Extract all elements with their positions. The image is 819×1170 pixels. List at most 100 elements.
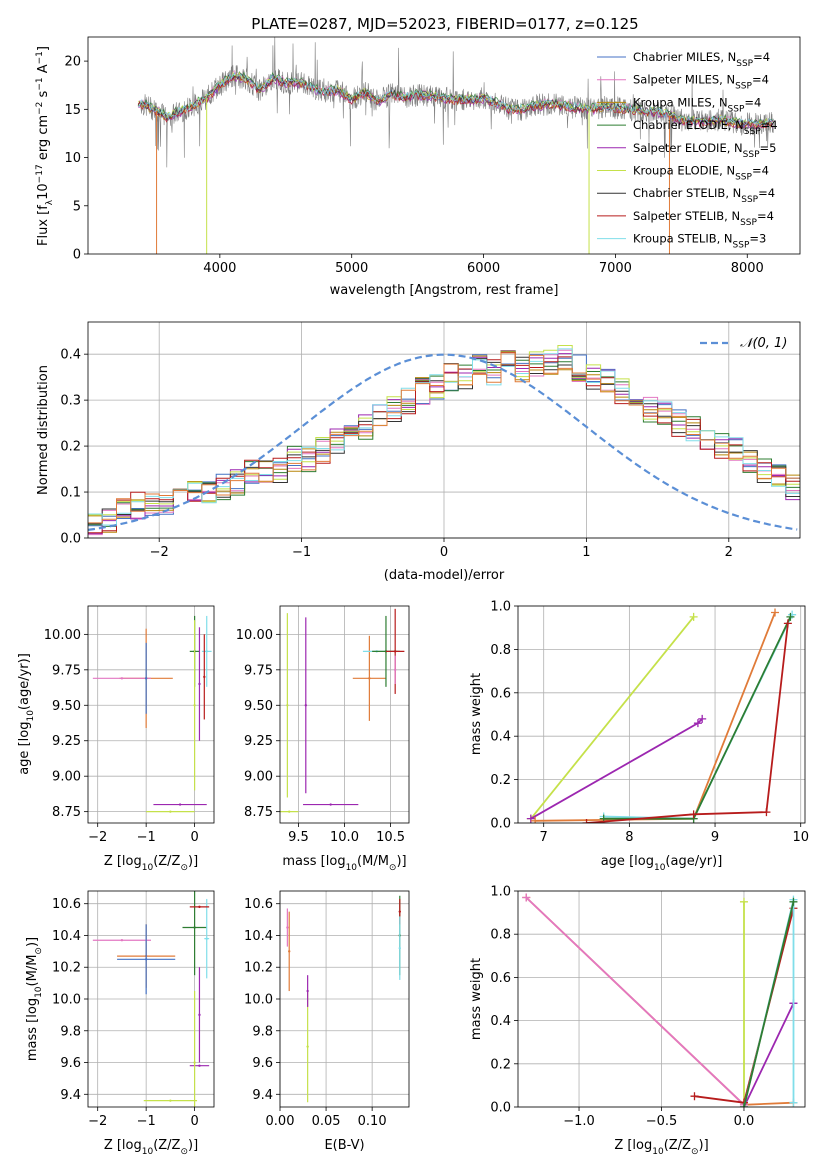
legend-label: Salpeter MILES, NSSP=4 <box>633 73 769 92</box>
x-axis-label-part: )] <box>188 1138 198 1153</box>
x-axis-label-part: mass [log <box>282 854 345 869</box>
y-tick-label: 9.8 <box>60 1024 81 1039</box>
y-axis-label-part: −2 <box>35 102 45 115</box>
y-axis-label-part: 10 <box>36 183 51 200</box>
x-tick-label: 9.5 <box>288 830 309 845</box>
y-tick-label: 0.4 <box>490 1014 511 1029</box>
weight-line-6 <box>743 901 795 1107</box>
gaussian-curve <box>88 353 798 531</box>
x-tick-label: 7 <box>540 830 548 845</box>
legend-label-part: SSP <box>733 241 750 251</box>
axes-frame <box>87 36 801 255</box>
y-tick-label: 9.50 <box>52 699 81 714</box>
y-axis-label-part: 10 <box>34 986 44 998</box>
y-tick-label: 0.6 <box>490 686 511 701</box>
x-axis-label-part: ⊙ <box>389 863 397 873</box>
axes-frame <box>87 605 215 824</box>
axes-frame <box>87 890 215 1108</box>
x-tick-label: 1 <box>582 545 590 560</box>
data-point <box>144 677 148 680</box>
y-tick-label: 10.0 <box>52 993 81 1008</box>
axes-mass_vs_Z: −2 −1 09.49.69.810.010.210.410.6Z [log10(Z… <box>25 890 215 1157</box>
x-axis-label-part: (Z/Z <box>664 1138 691 1153</box>
weight-line-4 <box>603 616 792 820</box>
axes-mass_vs_EBV: 0.00 0.05 0.10 9.4 9.6 9.8 10.0 10.2 10.4 10.6 E(B… <box>244 890 410 1153</box>
x-tick-label: 10 <box>792 830 809 845</box>
y-axis-label-part: −1 <box>35 77 45 90</box>
legend: Chabrier MILES, NSSP=4 Salpeter MILES, NS… <box>597 50 778 251</box>
y-tick-label: 0.8 <box>490 643 511 658</box>
y-tick-label: 10.2 <box>52 961 81 976</box>
legend-label-part: Kroupa STELIB, N <box>633 232 733 246</box>
legend-label-part: SSP <box>741 195 758 205</box>
data-point <box>306 1045 309 1048</box>
legend-label: Chabrier ELODIE, NSSP=4 <box>633 118 778 137</box>
x-axis-label-part: Z [log <box>614 1138 652 1153</box>
data-point <box>286 926 289 929</box>
legend-label: Chabrier STELIB, NSSP=4 <box>633 186 775 205</box>
weight-marker <box>789 1098 798 1107</box>
weight-marker <box>739 897 748 906</box>
y-tick-label: 0.2 <box>490 773 511 788</box>
legend-label-part: SSP <box>743 150 760 160</box>
x-tick-label: −1 <box>137 1114 156 1129</box>
legend-label-part: Salpeter STELIB, N <box>633 209 740 223</box>
y-tick-label: 10.0 <box>244 993 273 1008</box>
plot-area <box>286 895 401 1103</box>
x-tick-label: 0.05 <box>312 1114 341 1129</box>
x-tick-label: −2 <box>88 1114 107 1129</box>
data-point <box>368 677 371 680</box>
y-tick-label: 9.75 <box>52 663 81 678</box>
x-axis-label-part: 10 <box>142 863 154 873</box>
y-tick-label: 0.1 <box>60 486 81 501</box>
y-axis-label-part: (age/yr)] <box>17 653 32 710</box>
x-axis-label: Z [log10(Z/Z⊙)] <box>104 854 198 873</box>
x-axis-label-part: 10 <box>346 863 358 873</box>
data-point <box>120 677 124 680</box>
data-point <box>286 704 289 707</box>
data-spectrum <box>140 37 774 168</box>
legend-label-part: =4 <box>761 118 778 132</box>
y-tick-label: 0.8 <box>490 928 511 943</box>
weight-marker <box>786 612 795 621</box>
x-tick-label: 4000 <box>203 261 236 276</box>
data-point <box>205 650 208 653</box>
x-axis-label-part: ⊙ <box>691 1147 699 1157</box>
x-axis-label-part: Z [log <box>104 854 142 869</box>
legend-label: Chabrier MILES, NSSP=4 <box>633 50 770 69</box>
y-tick-label: 0.2 <box>490 1057 511 1072</box>
axes-frame <box>517 605 806 824</box>
legend-label: Kroupa ELODIE, NSSP=4 <box>633 164 769 183</box>
x-tick-label: −2 <box>88 830 107 845</box>
weight-marker <box>690 1092 699 1101</box>
y-axis-label-part: Flux [f <box>36 205 51 246</box>
y-tick-label: 1.0 <box>490 600 511 615</box>
y-axis-label: Flux [fλ10−17 erg cm−2 s−1 A−1] <box>35 46 55 246</box>
y-axis-label-part: −17 <box>35 164 45 183</box>
y-axis-label-part: s <box>36 90 51 101</box>
axes-residuals: −2 −1 0 1 2 0.0 0.1 0.2 0.3 0.4 (data-model)/error… <box>36 321 801 583</box>
x-tick-label: 0.10 <box>358 1114 387 1129</box>
legend-label: 𝒩(0, 1) <box>740 336 787 351</box>
weight-line-0 <box>530 616 695 820</box>
legend-label: Salpeter ELODIE, NSSP=5 <box>633 141 776 160</box>
x-tick-label: 7000 <box>599 261 632 276</box>
y-axis-label: mass weight <box>469 673 484 755</box>
data-point <box>393 650 397 653</box>
weight-marker <box>698 714 707 723</box>
y-tick-label: 9.00 <box>52 770 81 785</box>
weight-marker <box>789 897 798 906</box>
y-axis-label-part: −1 <box>35 51 45 64</box>
weight-marker <box>693 719 702 728</box>
y-tick-label: 0.4 <box>60 348 81 363</box>
x-axis-label-part: )] <box>188 854 198 869</box>
data-point <box>198 682 201 686</box>
x-axis-label: E(B-V) <box>324 1138 364 1153</box>
y-tick-label: 10.4 <box>244 929 273 944</box>
legend-label-part: SSP <box>744 127 761 137</box>
legend-label-part: =4 <box>758 186 775 200</box>
weight-marker <box>739 1103 748 1107</box>
y-tick-label: 9.75 <box>244 663 273 678</box>
weight-marker <box>762 808 771 817</box>
